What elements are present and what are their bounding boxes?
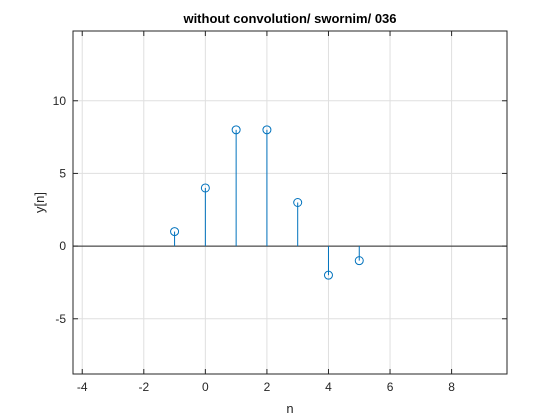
y-tick-label: 5 bbox=[59, 166, 66, 180]
stem-marker bbox=[231, 125, 241, 135]
x-tick-label: -2 bbox=[138, 380, 149, 394]
plot-area bbox=[72, 30, 508, 375]
stems bbox=[170, 125, 364, 280]
y-tick-label: 10 bbox=[53, 94, 67, 108]
y-axis-label: y[n] bbox=[32, 192, 47, 213]
stem-marker bbox=[200, 183, 210, 193]
y-tick-label: -5 bbox=[55, 312, 66, 326]
stem-marker bbox=[170, 227, 180, 237]
chart-title: without convolution/ swornim/ 036 bbox=[182, 11, 396, 26]
x-tick-label: 2 bbox=[264, 380, 271, 394]
stem-marker bbox=[262, 125, 272, 135]
x-tick-label: 6 bbox=[387, 380, 394, 394]
x-tick-label: 0 bbox=[202, 380, 209, 394]
x-axis-label: n bbox=[286, 401, 293, 416]
stem-marker bbox=[323, 270, 333, 280]
x-tick-label: 4 bbox=[325, 380, 332, 394]
stem-marker bbox=[354, 256, 364, 266]
stem-marker bbox=[293, 198, 303, 207]
y-tick-label: 0 bbox=[59, 239, 66, 253]
x-tick-label: 8 bbox=[448, 380, 455, 394]
axis-ticks: -4 -2 0 2 4 6 8 -5 0 5 10 bbox=[53, 31, 507, 394]
x-tick-label: -4 bbox=[77, 380, 88, 394]
